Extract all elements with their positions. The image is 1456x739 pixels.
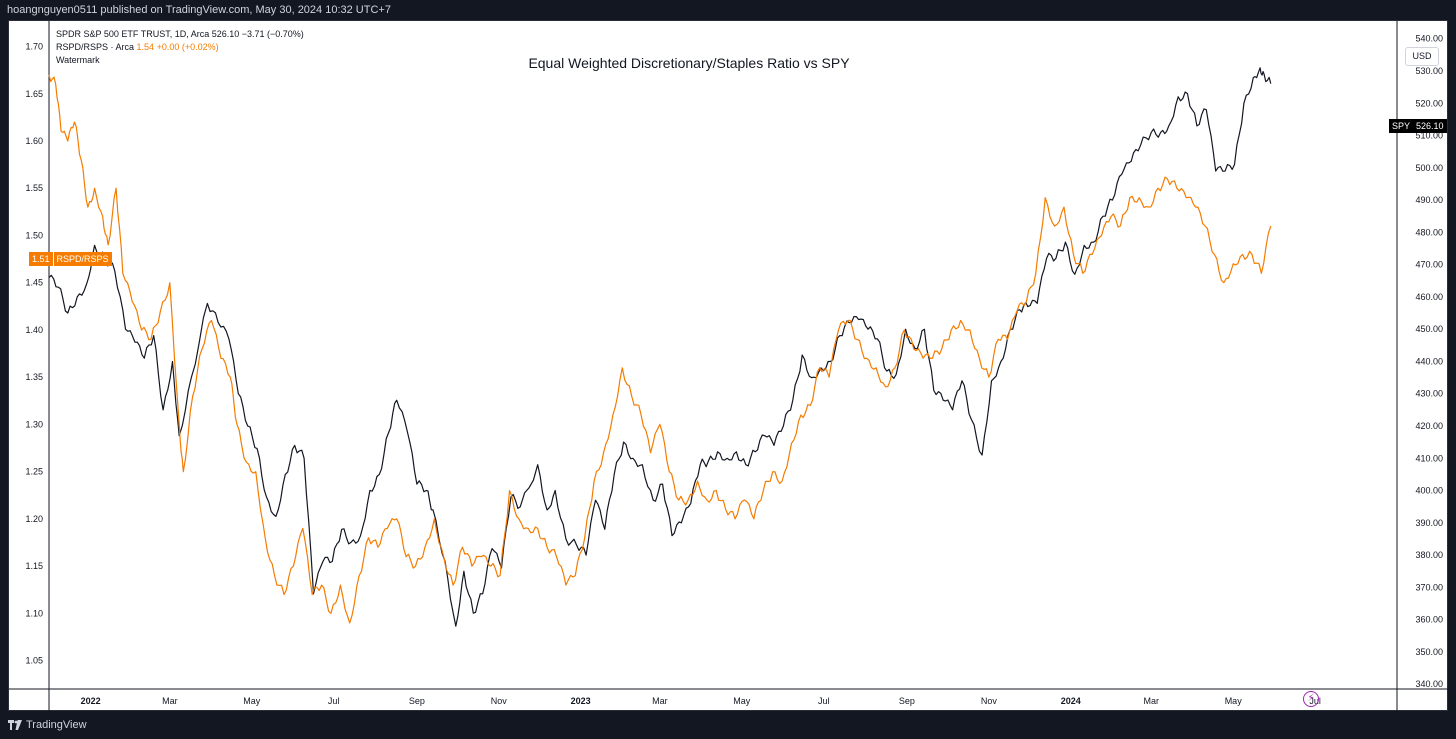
right-axis-tick-label: 510.00 (1415, 131, 1443, 141)
right-axis-tick-label: 390.00 (1415, 518, 1443, 528)
left-axis-tick-label: 1.05 (25, 656, 43, 666)
right-axis-tick-label: 410.00 (1415, 453, 1443, 463)
left-axis-tick-label: 1.65 (25, 89, 43, 99)
x-axis-tick-label: 2022 (81, 696, 101, 706)
right-axis-tick-label: 470.00 (1415, 260, 1443, 270)
right-axis-tick-label: 530.00 (1415, 66, 1443, 76)
right-axis-tick-label: 400.00 (1415, 486, 1443, 496)
ratio-value-tag: 1.51 RSPD/RSPS (29, 252, 112, 266)
legend-line-watermark: Watermark (56, 55, 100, 65)
footer-bar: TradingView (0, 711, 1456, 739)
right-axis-tick-label: 350.00 (1415, 647, 1443, 657)
x-axis-tick-label: Mar (162, 696, 178, 706)
right-axis-tick-label: 360.00 (1415, 615, 1443, 625)
right-axis-tick-label: 540.00 (1415, 34, 1443, 44)
legend-ratio-name: RSPD/RSPS · Arca (56, 42, 135, 52)
spy-tag-name: SPY (1392, 121, 1411, 131)
left-axis-tick-label: 1.70 (25, 42, 43, 52)
spy-price-tag: SPY 526.10 (1389, 119, 1447, 133)
chart-canvas[interactable]: 1.70 1.65 1.60 1.55 1.50 1.45 1.40 1.35 1.30 1.25… (9, 21, 1449, 712)
x-axis-tick-label: May (733, 696, 751, 706)
right-axis-tick-label: 380.00 (1415, 550, 1443, 560)
footer-brand: TradingView (26, 719, 87, 731)
x-axis-tick-label: Mar (652, 696, 668, 706)
right-axis-tick-label: 370.00 (1415, 582, 1443, 592)
chart-frame: 1.70 1.65 1.60 1.55 1.50 1.45 1.40 1.35 1.30 1.25… (8, 20, 1449, 723)
x-axis-tick-label: Nov (491, 696, 508, 706)
left-axis-tick-label: 1.60 (25, 136, 43, 146)
right-axis-tick-label: 430.00 (1415, 389, 1443, 399)
x-axis-tick-label: Sep (899, 696, 915, 706)
publish-header: hoangnguyen0511 published on TradingView… (0, 0, 1456, 20)
left-axis-tick-label: 1.40 (25, 325, 43, 335)
x-axis-tick-label: Sep (409, 696, 425, 706)
right-axis-tick-label: 480.00 (1415, 227, 1443, 237)
left-axis-tick-label: 1.20 (25, 514, 43, 524)
spy-series-line (48, 67, 1272, 627)
legend-ratio-values: 1.54 +0.00 (+0.02%) (136, 42, 219, 52)
currency-button[interactable]: USD (1405, 47, 1439, 66)
legend-line-spy: SPDR S&P 500 ETF TRUST, 1D, Arca 526.10 … (56, 29, 304, 39)
x-axis-tick-label: Jul (328, 696, 340, 706)
legend-spy-text: SPDR S&P 500 ETF TRUST, 1D, Arca 526.10 … (56, 29, 304, 39)
spy-tag-value: 526.10 (1416, 121, 1444, 131)
right-axis-tick-label: 440.00 (1415, 356, 1443, 366)
right-axis-tick-label: 460.00 (1415, 292, 1443, 302)
x-axis-tick-label: 2023 (571, 696, 591, 706)
ratio-tag-value: 1.51 (29, 252, 54, 266)
right-axis-tick-label: 420.00 (1415, 421, 1443, 431)
x-axis-tick-label: 2024 (1061, 696, 1081, 706)
left-axis-tick-label: 1.10 (25, 608, 43, 618)
left-axis-tick-label: 1.50 (25, 230, 43, 240)
ratio-series-line (48, 74, 1272, 624)
chart-title: Equal Weighted Discretionary/Staples Rat… (528, 55, 850, 71)
right-axis-tick-label: 520.00 (1415, 98, 1443, 108)
right-axis-tick-label: 340.00 (1415, 679, 1443, 689)
right-axis-tick-label: 500.00 (1415, 163, 1443, 173)
x-axis-tick-label: May (243, 696, 261, 706)
left-axis-tick-label: 1.35 (25, 372, 43, 382)
x-axis-tick-label: Jul (818, 696, 830, 706)
right-axis-tick-label: 490.00 (1415, 195, 1443, 205)
legend-watermark-text: Watermark (56, 55, 100, 65)
right-axis-tick-label: 450.00 (1415, 324, 1443, 334)
tradingview-logo-icon (8, 720, 22, 730)
left-axis-tick-label: 1.55 (25, 183, 43, 193)
left-axis-tick-label: 1.45 (25, 278, 43, 288)
left-axis-tick-label: 1.15 (25, 561, 43, 571)
legend-line-ratio: RSPD/RSPS · Arca 1.54 +0.00 (+0.02%) (56, 42, 219, 52)
left-axis-tick-label: 1.30 (25, 419, 43, 429)
ratio-tag-name: RSPD/RSPS (56, 254, 109, 264)
x-axis-tick-label: Nov (981, 696, 998, 706)
left-axis-tick-label: 1.25 (25, 467, 43, 477)
lightning-bolt-icon[interactable]: ⚡ (1303, 691, 1319, 707)
x-axis-tick-label: May (1225, 696, 1243, 706)
x-axis-tick-label: Mar (1144, 696, 1160, 706)
